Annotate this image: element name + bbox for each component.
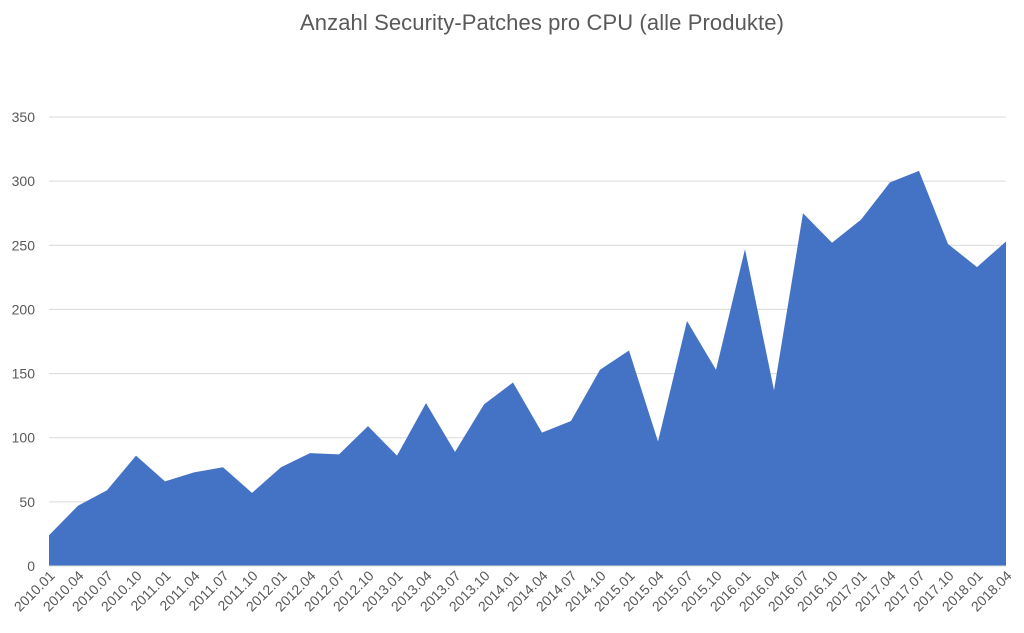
y-tick-label: 350	[12, 109, 36, 125]
y-tick-label: 100	[12, 430, 36, 446]
y-tick-label: 300	[12, 173, 36, 189]
series-area	[49, 170, 1006, 566]
y-tick-label: 0	[27, 558, 35, 574]
y-tick-label: 250	[12, 237, 36, 253]
y-tick-label: 200	[12, 301, 36, 317]
y-tick-label: 150	[12, 366, 36, 382]
y-tick-label: 50	[19, 494, 35, 510]
chart-title: Anzahl Security-Patches pro CPU (alle Pr…	[299, 10, 785, 35]
